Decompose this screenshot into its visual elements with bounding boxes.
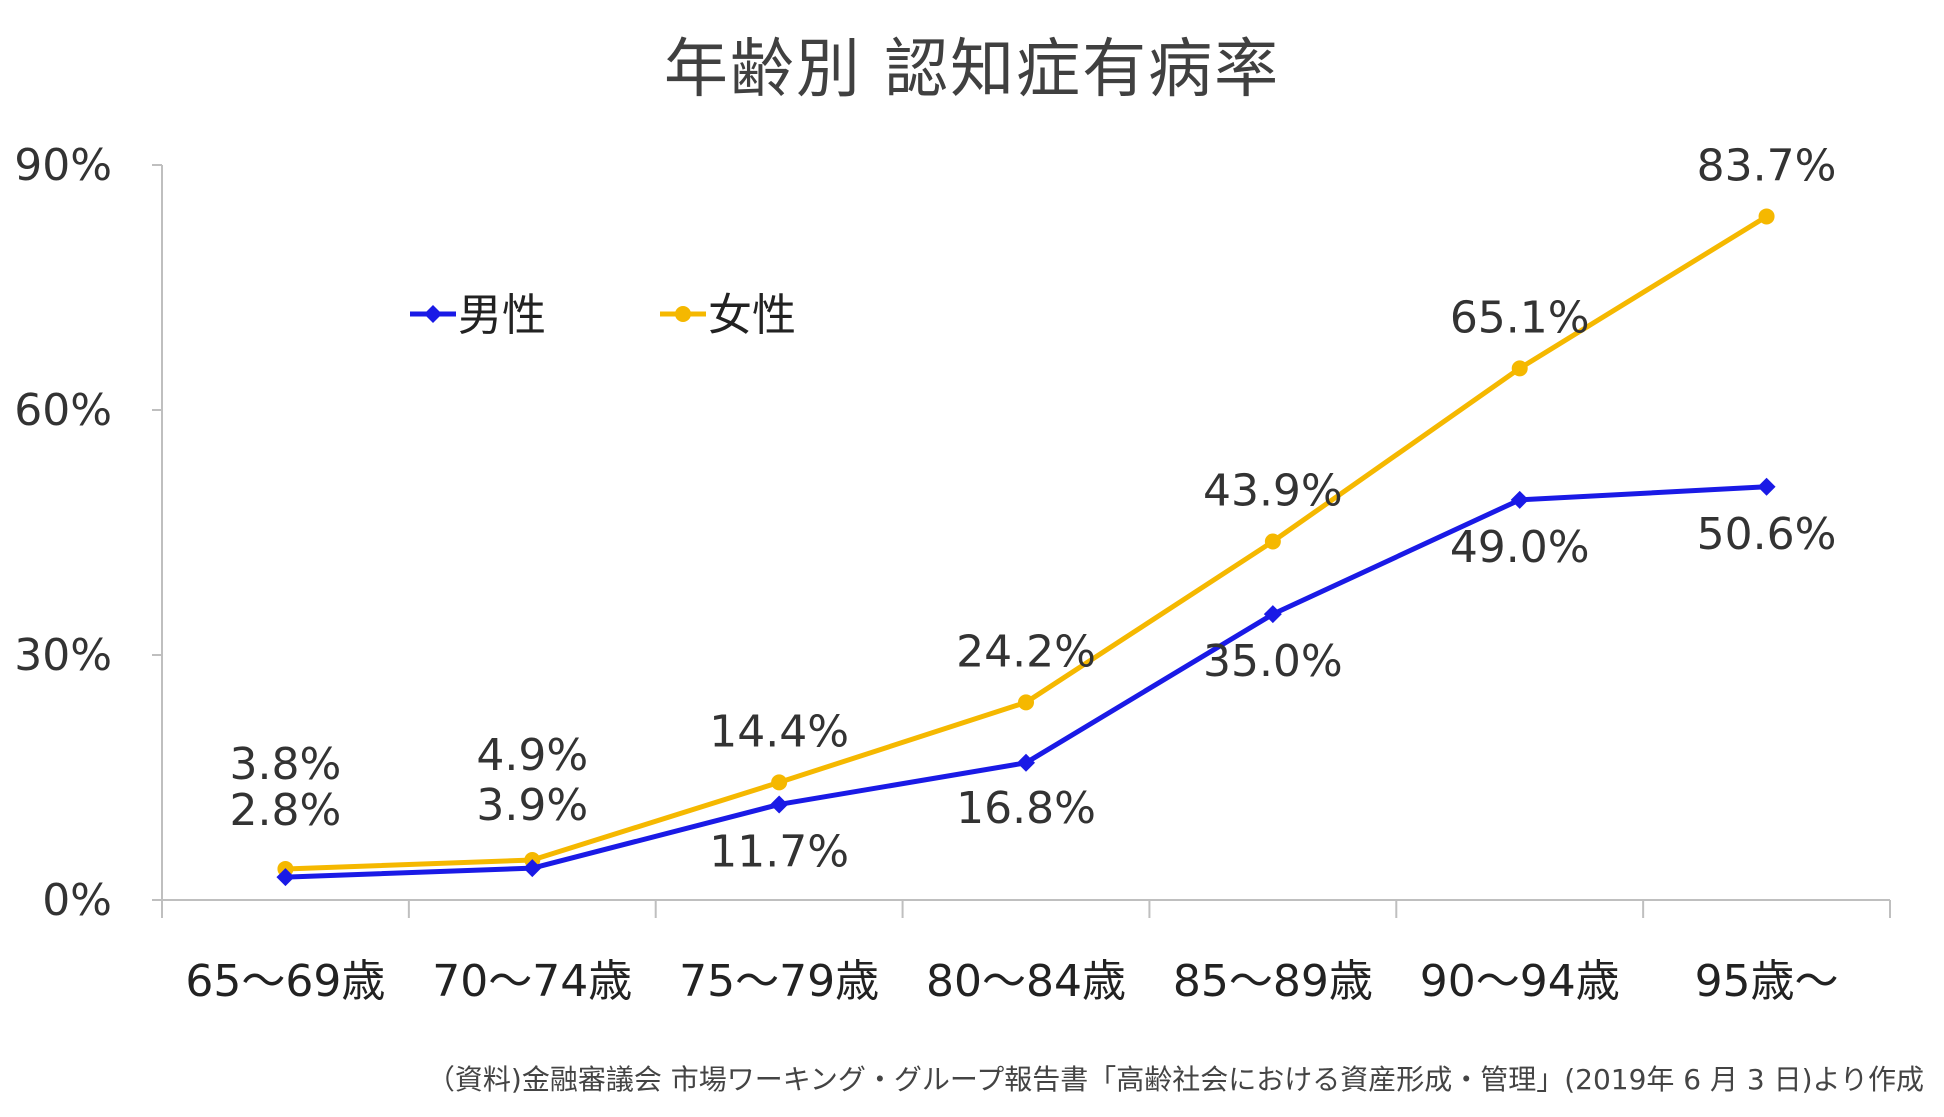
legend-marker-female xyxy=(675,306,691,322)
data-label-male: 16.8% xyxy=(956,783,1096,834)
y-tick-label: 30% xyxy=(14,630,112,681)
data-point-male xyxy=(1263,605,1282,624)
x-tick-label: 85～89歳 xyxy=(1173,956,1373,1007)
chart-data-labels: 2.8% 3.9% 11.7% 16.8% 35.0% 49.0% 50.6% 3.8% 4.9… xyxy=(230,140,1837,877)
x-tick-label: 95歳～ xyxy=(1695,956,1839,1007)
data-point-female xyxy=(1018,694,1034,711)
x-tick-label: 75～79歳 xyxy=(679,956,879,1007)
chart-axes: 0% 30% 60% 90% 65～69歳 70～74歳 75～79歳 80～84歳 85～89… xyxy=(14,140,1891,1007)
data-point-male xyxy=(523,859,542,878)
x-tick-label: 70～74歳 xyxy=(432,956,632,1007)
chart-title: 年齢別 認知症有病率 xyxy=(663,33,1281,107)
data-point-male xyxy=(1757,477,1776,496)
data-point-female xyxy=(1511,360,1528,377)
data-label-male: 49.0% xyxy=(1450,522,1590,573)
legend-label-0: 男性 xyxy=(458,290,546,341)
data-label-female: 65.1% xyxy=(1450,292,1590,343)
x-tick-label: 65～69歳 xyxy=(185,956,385,1007)
legend-marker-male xyxy=(424,305,442,323)
data-label-male: 35.0% xyxy=(1203,636,1343,687)
y-tick-label: 90% xyxy=(14,140,112,191)
data-point-male xyxy=(1510,490,1529,509)
data-point-male xyxy=(770,795,789,814)
data-label-female: 4.9% xyxy=(476,730,588,781)
data-label-male: 3.9% xyxy=(476,780,588,831)
data-label-female: 83.7% xyxy=(1697,140,1837,191)
data-label-male: 50.6% xyxy=(1697,509,1837,560)
data-point-female xyxy=(1758,208,1775,225)
data-label-male: 2.8% xyxy=(230,785,342,836)
x-tick-label: 80～84歳 xyxy=(926,956,1126,1007)
chart-series-layer xyxy=(276,208,1776,887)
data-point-female xyxy=(771,774,788,791)
legend-label-1: 女性 xyxy=(708,290,796,341)
data-label-female: 14.4% xyxy=(709,706,849,757)
source-note: （資料)金融審議会 市場ワーキング・グループ報告書「高齢社会における資産形成・管… xyxy=(426,1063,1924,1096)
data-point-female xyxy=(1264,533,1281,550)
data-point-male xyxy=(276,868,295,887)
chart-legend: 男性 女性 xyxy=(410,290,796,341)
x-tick-label: 90～94歳 xyxy=(1420,956,1620,1007)
y-tick-label: 0% xyxy=(42,875,112,926)
data-label-male: 11.7% xyxy=(709,826,849,877)
data-label-female: 24.2% xyxy=(956,626,1096,677)
data-label-female: 3.8% xyxy=(230,739,342,790)
data-label-female: 43.9% xyxy=(1203,465,1343,516)
data-point-male xyxy=(1017,753,1035,772)
y-tick-label: 60% xyxy=(14,385,112,436)
